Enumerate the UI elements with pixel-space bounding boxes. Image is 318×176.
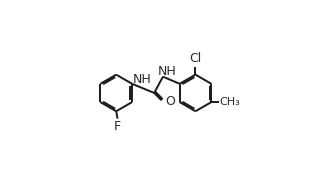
Text: CH₃: CH₃	[219, 97, 240, 107]
Text: F: F	[114, 120, 121, 133]
Text: Cl: Cl	[190, 52, 202, 65]
Text: O: O	[165, 95, 175, 108]
Text: NH: NH	[158, 65, 176, 78]
Text: NH: NH	[132, 73, 151, 86]
